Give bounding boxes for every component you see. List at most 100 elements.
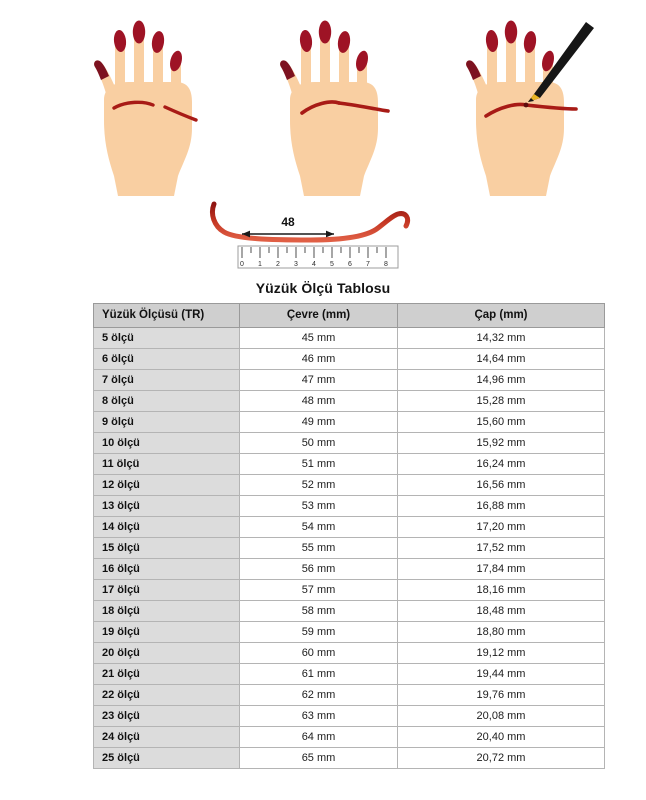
cell-circumference: 65 mm [239,747,398,769]
cell-diameter: 17,84 mm [397,558,605,580]
cell-circumference: 53 mm [239,495,398,517]
cell-size: 23 ölçü [93,705,240,727]
cell-diameter: 20,40 mm [397,726,605,748]
cell-diameter: 16,88 mm [397,495,605,517]
step-1-wrap-string [94,20,198,196]
step-2-tighten-string [280,20,390,196]
cell-circumference: 45 mm [239,327,398,349]
cell-circumference: 51 mm [239,453,398,475]
cell-circumference: 57 mm [239,579,398,601]
cell-diameter: 17,20 mm [397,516,605,538]
table-row: 14 ölçü 54 mm 17,20 mm [93,516,605,538]
cell-diameter: 16,24 mm [397,453,605,475]
table-header-row: Yüzük Ölçüsü (TR) Çevre (mm) Çap (mm) [93,303,605,328]
cell-size: 9 ölçü [93,411,240,433]
cell-size: 21 ölçü [93,663,240,685]
cell-circumference: 49 mm [239,411,398,433]
table-row: 19 ölçü 59 mm 18,80 mm [93,621,605,643]
ruler-tick-4: 4 [312,261,316,268]
cell-diameter: 16,56 mm [397,474,605,496]
cell-diameter: 19,76 mm [397,684,605,706]
table-row: 6 ölçü 46 mm 14,64 mm [93,348,605,370]
cell-circumference: 61 mm [239,663,398,685]
cell-size: 20 ölçü [93,642,240,664]
table-row: 10 ölçü 50 mm 15,92 mm [93,432,605,454]
cell-diameter: 20,08 mm [397,705,605,727]
table-row: 13 ölçü 53 mm 16,88 mm [93,495,605,517]
cell-size: 18 ölçü [93,600,240,622]
cell-size: 10 ölçü [93,432,240,454]
hand-icon [280,20,378,196]
cell-diameter: 20,72 mm [397,747,605,769]
cell-size: 13 ölçü [93,495,240,517]
table-header: Yüzük Ölçüsü (TR) Çevre (mm) Çap (mm) [93,303,605,328]
cell-circumference: 62 mm [239,684,398,706]
cell-size: 24 ölçü [93,726,240,748]
table-row: 24 ölçü 64 mm 20,40 mm [93,726,605,748]
table-row: 18 ölçü 58 mm 18,48 mm [93,600,605,622]
cell-size: 11 ölçü [93,453,240,475]
measured-string-icon [209,201,411,243]
column-header-circumference: Çevre (mm) [239,303,398,328]
cell-diameter: 18,48 mm [397,600,605,622]
string-on-ruler: 48 0 [209,201,411,269]
cell-size: 5 ölçü [93,327,240,349]
ring-size-illustration: 48 0 [0,0,646,278]
table-row: 5 ölçü 45 mm 14,32 mm [93,327,605,349]
cell-circumference: 64 mm [239,726,398,748]
table-row: 9 ölçü 49 mm 15,60 mm [93,411,605,433]
cell-circumference: 48 mm [239,390,398,412]
cell-circumference: 58 mm [239,600,398,622]
cell-circumference: 59 mm [239,621,398,643]
table-row: 12 ölçü 52 mm 16,56 mm [93,474,605,496]
cell-size: 12 ölçü [93,474,240,496]
ruler-tick-0: 0 [240,261,244,268]
page-title: Yüzük Ölçü Tablosu [255,280,391,296]
column-header-size: Yüzük Ölçüsü (TR) [93,303,240,328]
cell-size: 19 ölçü [93,621,240,643]
table-row: 15 ölçü 55 mm 17,52 mm [93,537,605,559]
cell-diameter: 14,96 mm [397,369,605,391]
cell-circumference: 60 mm [239,642,398,664]
cell-size: 6 ölçü [93,348,240,370]
ruler-tick-3: 3 [294,261,298,268]
cell-circumference: 55 mm [239,537,398,559]
cell-diameter: 15,92 mm [397,432,605,454]
ruler-tick-7: 7 [366,261,370,268]
cell-diameter: 15,60 mm [397,411,605,433]
cell-diameter: 19,44 mm [397,663,605,685]
dimension-label: 48 [281,215,295,229]
cell-circumference: 52 mm [239,474,398,496]
table-body: 5 ölçü 45 mm 14,32 mm 6 ölçü 46 mm 14,64 mm 7 … [93,327,605,769]
cell-diameter: 15,28 mm [397,390,605,412]
cell-size: 17 ölçü [93,579,240,601]
table-row: 8 ölçü 48 mm 15,28 mm [93,390,605,412]
cell-circumference: 63 mm [239,705,398,727]
cell-circumference: 47 mm [239,369,398,391]
ruler-tick-2: 2 [276,261,280,268]
red-string-icon [484,102,578,118]
table-row: 17 ölçü 57 mm 18,16 mm [93,579,605,601]
cell-size: 8 ölçü [93,390,240,412]
table-row: 20 ölçü 60 mm 19,12 mm [93,642,605,664]
ring-size-table: Yüzük Ölçüsü (TR) Çevre (mm) Çap (mm) 5 … [93,303,605,769]
table-row: 22 ölçü 62 mm 19,76 mm [93,684,605,706]
hand-icon [94,20,192,196]
table-row: 11 ölçü 51 mm 16,24 mm [93,453,605,475]
table-row: 23 ölçü 63 mm 20,08 mm [93,705,605,727]
size-table-container: Yüzük Ölçüsü (TR) Çevre (mm) Çap (mm) 5 … [0,303,646,769]
column-header-diameter: Çap (mm) [397,303,605,328]
cell-size: 16 ölçü [93,558,240,580]
table-row: 21 ölçü 61 mm 19,44 mm [93,663,605,685]
cell-size: 15 ölçü [93,537,240,559]
table-row: 16 ölçü 56 mm 17,84 mm [93,558,605,580]
cell-diameter: 18,16 mm [397,579,605,601]
cell-diameter: 14,64 mm [397,348,605,370]
cell-diameter: 19,12 mm [397,642,605,664]
cell-size: 7 ölçü [93,369,240,391]
cell-circumference: 50 mm [239,432,398,454]
red-string-icon [112,100,198,122]
red-string-icon [300,100,390,115]
ruler-tick-8: 8 [384,261,388,268]
dimension-arrow-icon [242,230,334,238]
